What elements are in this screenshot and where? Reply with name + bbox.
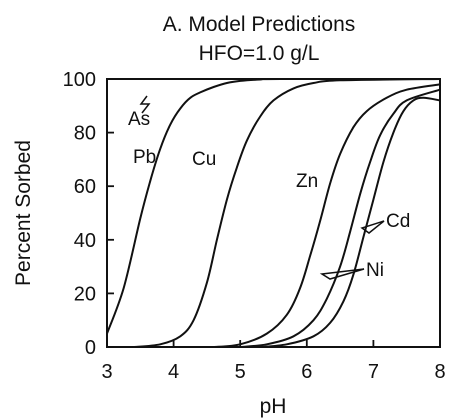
series-line-cd <box>239 88 441 348</box>
y-axis: 0 20 40 60 80 100 <box>63 69 114 359</box>
series-label-as: As <box>128 109 150 130</box>
y-tick-label: 20 <box>74 283 96 305</box>
x-tick-label: 6 <box>301 361 312 383</box>
x-tick-label: 8 <box>434 361 445 383</box>
series-curves <box>106 77 441 348</box>
x-tick-label: 4 <box>168 361 179 383</box>
cd-pointer-arrow <box>360 220 385 234</box>
series-labels: As Pb Cu Zn Cd Ni <box>128 95 410 281</box>
series-label-zn: Zn <box>296 171 318 192</box>
series-line-cu <box>132 78 441 348</box>
chart-title: A. Model Predictions <box>163 13 356 36</box>
x-tick-label: 3 <box>101 361 112 383</box>
y-tick-label: 0 <box>85 337 96 359</box>
chart-subtitle: HFO=1.0 g/L <box>199 42 320 65</box>
series-label-cd: Cd <box>386 211 410 232</box>
series-line-ni <box>259 96 441 348</box>
x-axis: 3 4 5 6 7 8 <box>101 340 446 383</box>
series-label-pb: Pb <box>133 147 156 168</box>
y-tick-label: 80 <box>74 123 96 145</box>
x-tick-label: 5 <box>235 361 246 383</box>
ni-pointer-arrow <box>319 268 365 280</box>
x-tick-label: 7 <box>368 361 379 383</box>
y-axis-label: Percent Sorbed <box>12 140 35 286</box>
x-axis-label: pH <box>260 395 287 418</box>
as-pointer-arrow <box>139 95 151 114</box>
series-label-ni: Ni <box>366 260 384 281</box>
y-tick-label: 100 <box>63 69 96 91</box>
y-tick-label: 40 <box>74 230 96 252</box>
series-line-pb <box>106 77 441 335</box>
series-line-zn <box>212 83 441 348</box>
y-tick-label: 60 <box>74 176 96 198</box>
series-label-cu: Cu <box>192 149 216 170</box>
